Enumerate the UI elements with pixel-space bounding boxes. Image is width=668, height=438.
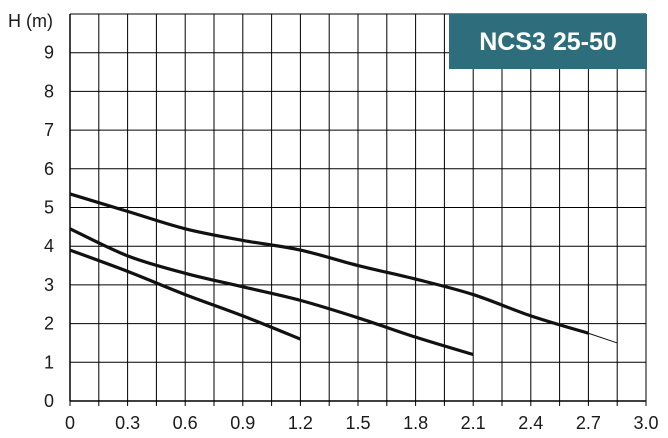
series-line-3 [69,227,474,357]
y-tick-label: 3 [44,275,54,295]
grid [70,14,646,401]
y-tick-label: 7 [44,120,54,140]
series-line-2 [588,332,618,344]
y-tick-label: 2 [44,314,54,334]
y-tick-label: 4 [44,236,54,256]
x-minor-ticks [69,401,647,406]
y-tick-label: 5 [44,198,54,218]
x-tick-label: 1.2 [288,413,313,433]
y-tick-label: 1 [44,352,54,372]
title-badge: NCS3 25-50 [449,14,647,69]
y-tick-label: 8 [44,81,54,101]
x-tick-label: 0 [65,413,75,433]
curves [69,192,618,357]
chart-title: NCS3 25-50 [479,28,617,56]
x-tick-label: 0.3 [115,413,140,433]
x-tick-label: 2.4 [518,413,543,433]
y-tick-label: 0 [44,391,54,411]
y-axis-label: H (m) [8,11,53,31]
y-tick-labels: 0 1 2 3 4 5 6 7 8 9 [44,43,54,411]
x-tick-label: 2.7 [576,413,601,433]
x-tick-label: 1.8 [403,413,428,433]
x-tick-labels: 0 0.3 0.6 0.9 1.2 1.5 1.8 2.1 2.4 2.7 3.0 [65,413,659,433]
x-tick-label: 2.1 [461,413,486,433]
y-tick-label: 6 [44,159,54,179]
y-tick-label: 9 [44,43,54,63]
x-tick-label: 0.6 [173,413,198,433]
series-line-4 [69,248,301,341]
series-line-1 [69,192,589,335]
x-tick-label: 3.0 [633,413,658,433]
x-tick-label: 0.9 [230,413,255,433]
x-tick-label: 1.5 [345,413,370,433]
title-background [449,14,647,69]
